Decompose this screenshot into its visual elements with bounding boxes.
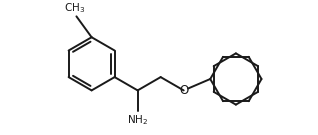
Text: CH$_3$: CH$_3$	[64, 2, 85, 15]
Text: NH$_2$: NH$_2$	[127, 113, 148, 127]
Text: O: O	[179, 84, 188, 97]
